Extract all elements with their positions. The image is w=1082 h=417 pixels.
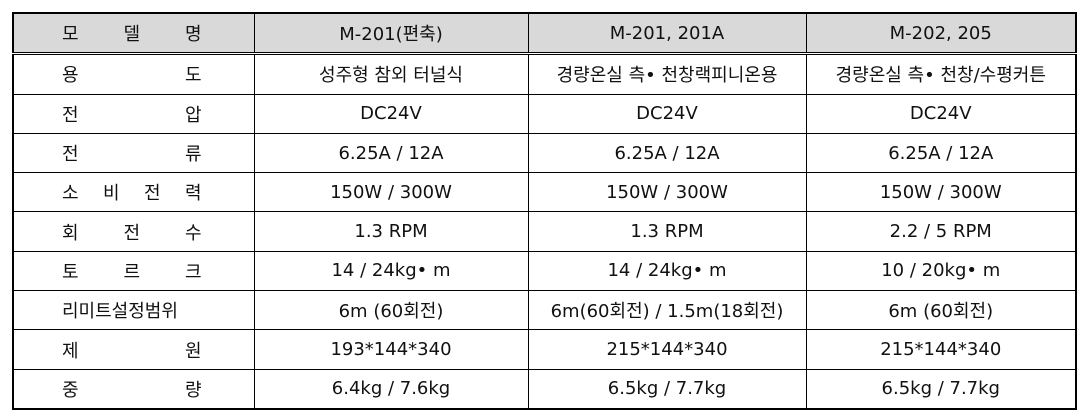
table-row: 회 전 수 1.3 RPM 1.3 RPM 2.2 / 5 RPM [12, 211, 1077, 252]
cell: 경량온실 측• 천창/수평커튼 [805, 53, 1077, 95]
cell: 215*144*340 [805, 329, 1077, 370]
cell: 6.5kg / 7.7kg [527, 368, 807, 410]
row-label: 용 도 [12, 53, 255, 95]
cell: 성주형 참외 터널식 [253, 53, 529, 95]
cell: 193*144*340 [253, 329, 529, 370]
table-row: 리미트설정범위 6m (60회전) 6m(60회전) / 1.5m(18회전) 6m … [12, 290, 1077, 331]
cell: DC24V [253, 93, 529, 134]
cell: 2.2 / 5 RPM [805, 211, 1077, 252]
cell: 6.25A / 12A [805, 132, 1077, 174]
cell: 6.25A / 12A [527, 132, 807, 174]
cell: DC24V [805, 93, 1077, 134]
row-label: 중 량 [12, 368, 255, 410]
table-row: 용 도 성주형 참외 터널식 경량온실 측• 천창랙피니온용 경량온실 측• 천창/수… [12, 53, 1077, 95]
table-row: 전 압 DC24V DC24V DC24V [12, 93, 1077, 134]
cell: M-201(편축) [253, 12, 529, 56]
cell: 150W / 300W [805, 172, 1077, 213]
table-row: 제 원 193*144*340 215*144*340 215*144*340 [12, 329, 1077, 370]
cell: 1.3 RPM [527, 211, 807, 252]
row-label: 모 델 명 [12, 12, 255, 56]
table-row: 중 량 6.4kg / 7.6kg 6.5kg / 7.7kg 6.5kg / 7.7… [12, 368, 1077, 410]
cell: 6.4kg / 7.6kg [253, 368, 529, 410]
spec-table: 모 델 명 M-201(편축) M-201, 201A M-202, 205 용 도 성주… [12, 12, 1077, 410]
cell: 150W / 300W [527, 172, 807, 213]
cell: 1.3 RPM [253, 211, 529, 252]
cell: 6.25A / 12A [253, 132, 529, 174]
row-label: 제 원 [12, 329, 255, 370]
row-label: 회 전 수 [12, 211, 255, 252]
cell: 215*144*340 [527, 329, 807, 370]
table-row: 전 류 6.25A / 12A 6.25A / 12A 6.25A / 12A [12, 132, 1077, 174]
cell: M-202, 205 [805, 12, 1077, 56]
cell: 6m(60회전) / 1.5m(18회전) [527, 290, 807, 331]
cell: 150W / 300W [253, 172, 529, 213]
row-label: 소 비 전 력 [12, 172, 255, 213]
cell: 14 / 24kg• m [527, 250, 807, 292]
table-row: 소 비 전 력 150W / 300W 150W / 300W 150W / 300W [12, 172, 1077, 213]
header-row: 모 델 명 M-201(편축) M-201, 201A M-202, 205 [12, 12, 1077, 56]
cell: 6m (60회전) [805, 290, 1077, 331]
row-label: 리미트설정범위 [12, 290, 255, 331]
cell: 경량온실 측• 천창랙피니온용 [527, 53, 807, 95]
cell: M-201, 201A [527, 12, 807, 56]
row-label: 토 르 크 [12, 250, 255, 292]
cell: DC24V [527, 93, 807, 134]
cell: 10 / 20kg• m [805, 250, 1077, 292]
table-row: 토 르 크 14 / 24kg• m 14 / 24kg• m 10 / 20kg• … [12, 250, 1077, 292]
row-label: 전 류 [12, 132, 255, 174]
cell: 6.5kg / 7.7kg [805, 368, 1077, 410]
cell: 6m (60회전) [253, 290, 529, 331]
cell: 14 / 24kg• m [253, 250, 529, 292]
row-label: 전 압 [12, 93, 255, 134]
